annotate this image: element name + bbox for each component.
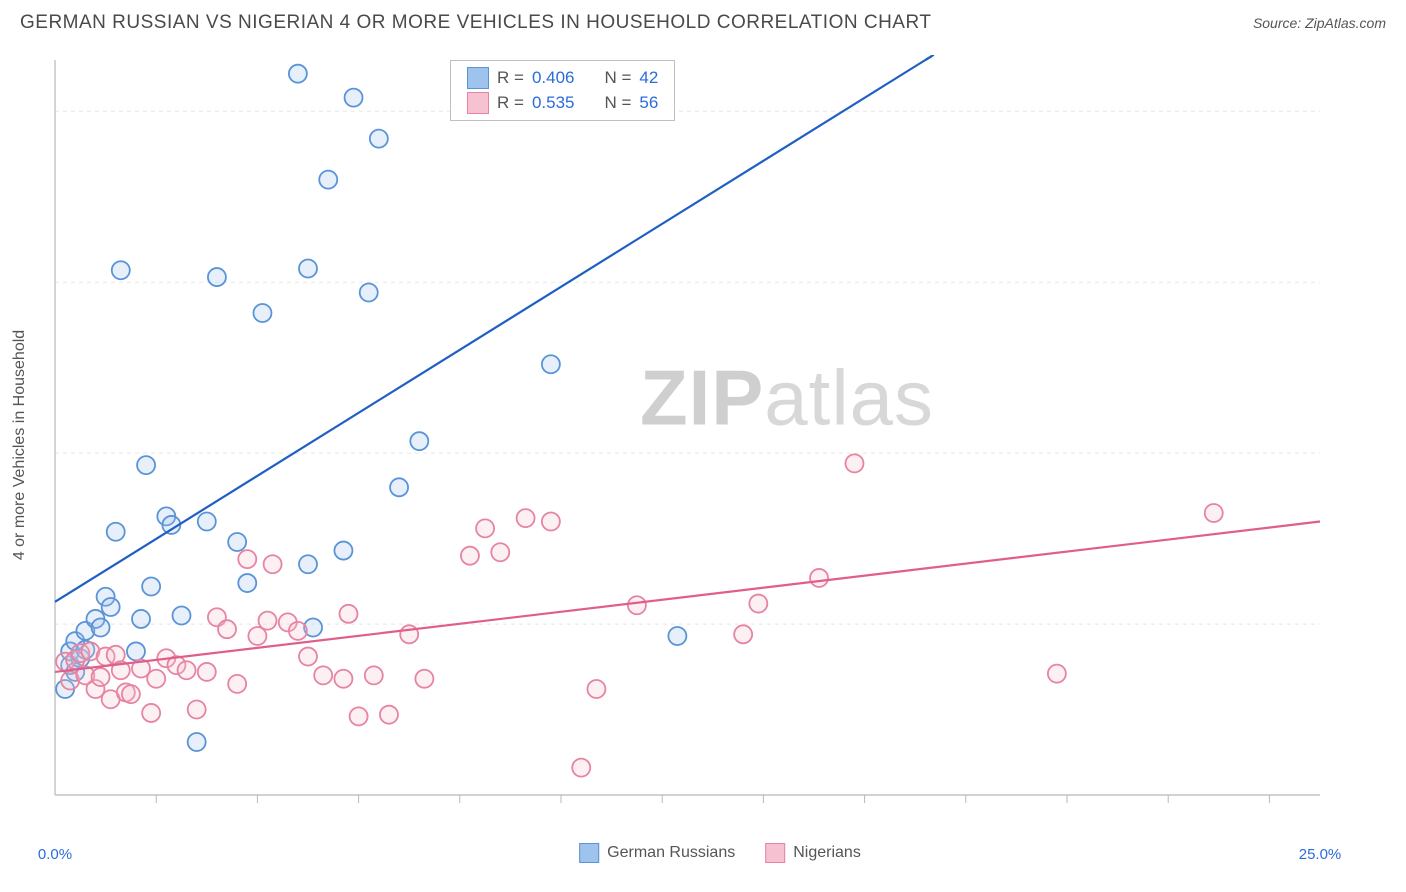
data-point bbox=[112, 261, 130, 279]
legend-swatch bbox=[765, 843, 785, 863]
data-point bbox=[142, 577, 160, 595]
scatter-plot bbox=[50, 55, 1390, 835]
regression-line-extension bbox=[925, 55, 1041, 60]
x-tick-label: 0.0% bbox=[38, 846, 72, 863]
data-point bbox=[127, 642, 145, 660]
data-point bbox=[173, 607, 191, 625]
data-point bbox=[228, 675, 246, 693]
data-point bbox=[208, 268, 226, 286]
data-point bbox=[461, 547, 479, 565]
correlation-legend-row: R = 0.406 N = 42 bbox=[467, 67, 658, 89]
series-legend: German Russians Nigerians bbox=[579, 843, 861, 863]
data-point bbox=[734, 625, 752, 643]
data-point bbox=[410, 432, 428, 450]
data-point bbox=[289, 65, 307, 83]
data-point bbox=[218, 620, 236, 638]
data-point bbox=[517, 509, 535, 527]
n-value: 56 bbox=[639, 93, 658, 113]
data-point bbox=[749, 595, 767, 613]
legend-swatch bbox=[467, 67, 489, 89]
data-point bbox=[334, 542, 352, 560]
data-point bbox=[572, 759, 590, 777]
data-point bbox=[147, 670, 165, 688]
data-point bbox=[299, 648, 317, 666]
data-point bbox=[1205, 504, 1223, 522]
data-point bbox=[188, 701, 206, 719]
data-point bbox=[628, 596, 646, 614]
data-point bbox=[264, 555, 282, 573]
data-point bbox=[415, 670, 433, 688]
data-point bbox=[339, 605, 357, 623]
legend-swatch bbox=[579, 843, 599, 863]
data-point bbox=[142, 704, 160, 722]
data-point bbox=[238, 574, 256, 592]
data-point bbox=[365, 666, 383, 684]
legend-item: Nigerians bbox=[765, 843, 861, 863]
data-point bbox=[810, 569, 828, 587]
data-point bbox=[259, 612, 277, 630]
data-point bbox=[319, 171, 337, 189]
r-value: 0.535 bbox=[532, 93, 575, 113]
data-point bbox=[380, 706, 398, 724]
data-point bbox=[289, 622, 307, 640]
r-value: 0.406 bbox=[532, 68, 575, 88]
correlation-legend-row: R = 0.535 N = 56 bbox=[467, 92, 658, 114]
data-point bbox=[198, 663, 216, 681]
data-point bbox=[107, 523, 125, 541]
legend-item: German Russians bbox=[579, 843, 735, 863]
data-point bbox=[314, 666, 332, 684]
data-point bbox=[178, 661, 196, 679]
regression-dashed bbox=[925, 55, 1065, 60]
data-point bbox=[102, 598, 120, 616]
data-point bbox=[122, 685, 140, 703]
data-point bbox=[476, 519, 494, 537]
data-point bbox=[587, 680, 605, 698]
data-point bbox=[92, 668, 110, 686]
data-point bbox=[253, 304, 271, 322]
n-label: N = bbox=[604, 68, 631, 88]
n-label: N = bbox=[604, 93, 631, 113]
data-point bbox=[845, 454, 863, 472]
data-point bbox=[334, 670, 352, 688]
data-point bbox=[299, 260, 317, 278]
data-point bbox=[345, 89, 363, 107]
data-point bbox=[188, 733, 206, 751]
x-tick-label: 25.0% bbox=[1299, 846, 1342, 863]
chart-title: GERMAN RUSSIAN VS NIGERIAN 4 OR MORE VEH… bbox=[20, 12, 931, 34]
correlation-legend: R = 0.406 N = 42 R = 0.535 N = 56 bbox=[450, 60, 675, 121]
data-point bbox=[137, 456, 155, 474]
legend-swatch bbox=[467, 92, 489, 114]
legend-label: Nigerians bbox=[793, 844, 861, 862]
data-point bbox=[238, 550, 256, 568]
r-label: R = bbox=[497, 68, 524, 88]
data-point bbox=[542, 355, 560, 373]
legend-label: German Russians bbox=[607, 844, 735, 862]
data-point bbox=[668, 627, 686, 645]
data-point bbox=[360, 283, 378, 301]
data-point bbox=[198, 513, 216, 531]
y-axis-label: 4 or more Vehicles in Household bbox=[11, 330, 29, 560]
r-label: R = bbox=[497, 93, 524, 113]
data-point bbox=[92, 618, 110, 636]
data-point bbox=[370, 130, 388, 148]
data-point bbox=[542, 513, 560, 531]
data-point bbox=[228, 533, 246, 551]
source-attribution: Source: ZipAtlas.com bbox=[1253, 15, 1386, 31]
n-value: 42 bbox=[639, 68, 658, 88]
data-point bbox=[132, 610, 150, 628]
data-point bbox=[1048, 665, 1066, 683]
data-point bbox=[491, 543, 509, 561]
data-point bbox=[390, 478, 408, 496]
chart-container: 4 or more Vehicles in Household ZIPatlas… bbox=[50, 55, 1390, 835]
data-point bbox=[299, 555, 317, 573]
data-point bbox=[350, 707, 368, 725]
